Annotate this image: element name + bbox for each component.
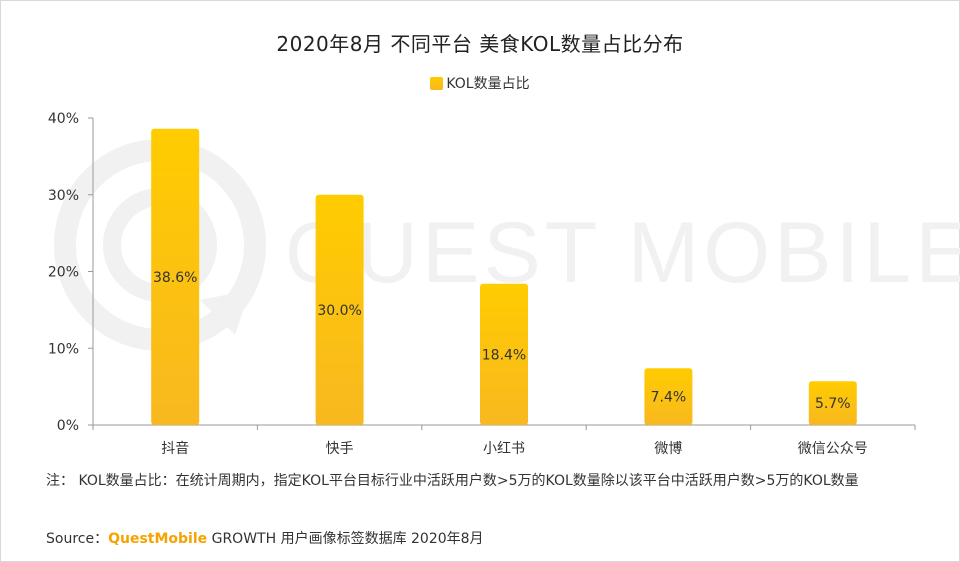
source-brand: QuestMobile <box>108 531 208 547</box>
y-tick-label: 30% <box>48 188 79 204</box>
x-category-label: 微信公众号 <box>798 441 868 457</box>
bars <box>151 128 857 425</box>
watermark-text: QUEST MOBILE <box>285 205 960 301</box>
data-label: 7.4% <box>651 390 687 406</box>
data-label: 30.0% <box>317 303 361 319</box>
source-label: Source： <box>46 531 109 547</box>
bar <box>644 368 693 425</box>
x-category-label: 小红书 <box>483 441 525 457</box>
data-label: 5.7% <box>815 396 851 412</box>
x-category-label: 微博 <box>654 440 682 457</box>
y-tick-label: 20% <box>48 265 79 281</box>
x-category-label: 抖音 <box>161 440 189 457</box>
bar <box>808 381 857 425</box>
y-tick-label: 0% <box>57 418 79 434</box>
y-tick-label: 40% <box>48 111 79 127</box>
x-category-label: 快手 <box>326 441 354 457</box>
chart-title: 2020年8月 不同平台 美食KOL数量占比分布 <box>276 32 684 56</box>
labels: 38.6% 抖音 30.0% 快手 18.4% 小红书 7.4% 微博 5.7% 微信公众号 <box>153 270 868 457</box>
legend-swatch <box>430 76 444 90</box>
legend-label: KOL数量占比 <box>446 76 530 92</box>
legend: KOL数量占比 <box>0 73 960 93</box>
source-line: Source：QuestMobile GROWTH 用户画像标签数据库 2020… <box>46 528 484 548</box>
data-label: 38.6% <box>153 270 197 286</box>
bar <box>480 283 528 425</box>
source-rest: GROWTH 用户画像标签数据库 2020年8月 <box>207 531 484 547</box>
bar <box>151 128 200 425</box>
footnote: 注： KOL数量占比：在统计周期内，指定KOL平台目标行业中活跃用户数>5万的K… <box>46 473 859 489</box>
y-tick-label: 10% <box>48 341 79 357</box>
bar <box>315 194 364 425</box>
data-label: 18.4% <box>482 347 526 363</box>
